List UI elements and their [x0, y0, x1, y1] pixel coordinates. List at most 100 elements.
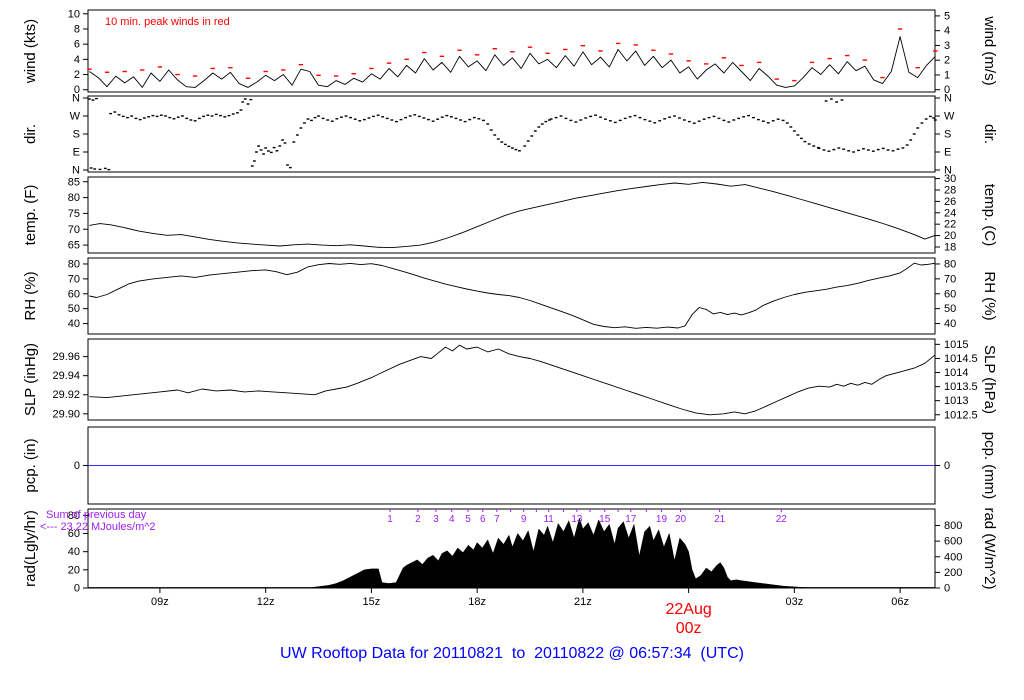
rad-sum-milestone: 4 — [449, 514, 455, 525]
dir-tick-right: W — [944, 111, 955, 123]
dir-tick-left: E — [73, 147, 80, 159]
x-tick-date-label: 00z — [676, 620, 702, 637]
wind-tick-left: 8 — [74, 23, 80, 35]
rad-sum-milestone: 1 — [387, 514, 393, 525]
wind-tick-right: 4 — [944, 25, 950, 37]
rad-sum-milestone: 6 — [480, 514, 486, 525]
rad-sum-milestone: 13 — [571, 514, 583, 525]
slp-tick-right: 1014 — [944, 367, 968, 379]
slp-tick-right: 1013.5 — [944, 381, 978, 393]
slp-tick-left: 29.94 — [52, 370, 80, 382]
temp-tick-left: 80 — [68, 192, 80, 204]
temp-ylabel-right: temp. (C) — [981, 184, 998, 247]
rad-sum-milestone: 9 — [521, 514, 527, 525]
wind-tick-left: 6 — [74, 39, 80, 51]
slp-tick-left: 29.90 — [52, 408, 80, 420]
temp-tick-left: 75 — [68, 208, 80, 220]
rad-tick-right: 0 — [944, 583, 950, 595]
rad-sum-milestone: 21 — [714, 514, 726, 525]
rad-ylabel-left: rad(Lgly/hr) — [22, 510, 39, 587]
dir-tick-right: N — [944, 165, 952, 177]
rad-tick-left: 20 — [68, 564, 80, 576]
temp-tick-left: 70 — [68, 224, 80, 236]
rad-annotation: <--- 23.22 MJoules/m^2 — [40, 521, 156, 533]
rad-tick-right: 200 — [944, 567, 962, 579]
rh-ylabel-right: RH (%) — [981, 271, 998, 320]
relative-humidity — [89, 262, 936, 329]
rad-sum-milestone: 3 — [433, 514, 439, 525]
dir-tick-left: N — [72, 165, 80, 177]
slp-tick-left: 29.92 — [52, 389, 80, 401]
slp-tick-left: 29.96 — [52, 351, 80, 363]
rad-sum-milestone: 2 — [415, 514, 421, 525]
rad-tick-left: 0 — [74, 583, 80, 595]
x-tick-label: 15z — [363, 596, 381, 608]
dir-tick-right: E — [944, 147, 951, 159]
wind-tick-right: 1 — [944, 69, 950, 81]
wind-tick-right: 3 — [944, 40, 950, 52]
rad-sum-milestone: 15 — [599, 514, 611, 525]
rad-tick-right: 600 — [944, 536, 962, 548]
dir-tick-right: S — [944, 129, 951, 141]
x-tick-date-label: 22Aug — [665, 601, 711, 618]
dir-frame — [87, 95, 936, 173]
peak-wind-kts — [87, 28, 938, 82]
wind-tick-left: 2 — [74, 69, 80, 81]
wind-tick-left: 10 — [68, 8, 80, 20]
rh-tick-right: 80 — [944, 258, 956, 270]
temp-tick-right: 28 — [944, 184, 956, 196]
wind-ylabel-left: wind (kts) — [22, 19, 39, 84]
sea-level-pressure — [89, 344, 936, 416]
temp-tick-right: 24 — [944, 207, 956, 219]
rad-sum-milestone: 22 — [776, 514, 788, 525]
wind-speed-kts — [89, 36, 936, 88]
x-tick-label: 21z — [574, 596, 592, 608]
slp-frame — [87, 338, 936, 421]
chart-title: UW Rooftop Data for 20110821 to 20110822… — [280, 645, 744, 662]
pcp-ylabel-left: pcp. (in) — [22, 438, 39, 492]
rad-sum-milestone: 11 — [543, 514, 554, 525]
rad-sum-milestone: 5 — [465, 514, 471, 525]
temp-tick-left: 65 — [68, 240, 80, 252]
rad-ylabel-right: rad (W/m^2) — [981, 507, 998, 589]
rad-tick-left: 80 — [68, 510, 80, 522]
rh-tick-left: 40 — [68, 318, 80, 330]
slp-tick-right: 1015 — [944, 339, 968, 351]
rad-tick-left: 40 — [68, 546, 80, 558]
rh-tick-right: 50 — [944, 303, 956, 315]
temp-frame — [87, 176, 936, 254]
pcp-tick-left: 0 — [74, 460, 80, 472]
dir-tick-left: N — [72, 93, 80, 105]
temp-tick-right: 30 — [944, 173, 956, 185]
rad-sum-milestone: 20 — [675, 514, 687, 525]
rh-tick-left: 70 — [68, 273, 80, 285]
rad-tick-right: 400 — [944, 551, 962, 563]
slp-tick-right: 1014.5 — [944, 353, 978, 365]
temp-tick-right: 26 — [944, 196, 956, 208]
x-axis: 09z 12z 15z 18z 21z 22Aug 00z 03z 06z — [151, 588, 909, 637]
wind-tick-right: 5 — [944, 10, 950, 22]
panel-pcp: 0 0 pcp. (in) pcp. (mm) — [22, 426, 998, 505]
wind-tick-left: 4 — [74, 54, 80, 66]
rad-sum-milestone: 7 — [494, 514, 500, 525]
dir-tick-left: W — [70, 111, 81, 123]
rh-frame — [87, 257, 936, 335]
rh-tick-right: 40 — [944, 318, 956, 330]
rh-tick-left: 80 — [68, 258, 80, 270]
x-tick-label: 06z — [891, 596, 909, 608]
panel-slp: 29.90 29.92 29.94 29.96 1012.5 1013 1013.5 1014… — [22, 338, 998, 421]
x-tick-label: 12z — [257, 596, 275, 608]
rh-ylabel-left: RH (%) — [22, 271, 39, 320]
wind-ylabel-right: wind (m/s) — [981, 15, 998, 85]
rh-tick-right: 60 — [944, 288, 956, 300]
dir-tick-left: S — [73, 129, 80, 141]
wind-annotation: 10 min. peak winds in red — [105, 16, 230, 28]
x-tick-label: 18z — [468, 596, 486, 608]
temperature-f — [89, 181, 936, 249]
dir-tick-right: N — [944, 93, 952, 105]
pcp-tick-right: 0 — [944, 460, 950, 472]
panel-wind: 0 2 4 6 8 10 0 1 2 3 4 5 wind (kts) wind (m/s) 10 min.… — [22, 8, 998, 96]
